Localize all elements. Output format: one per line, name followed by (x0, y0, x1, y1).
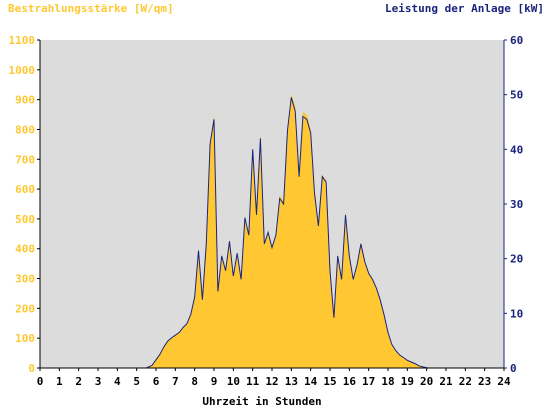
left-tick-label: 100 (15, 332, 35, 345)
x-tick-label: 1 (56, 375, 63, 388)
x-tick-label: 23 (478, 375, 491, 388)
x-tick-label: 4 (114, 375, 121, 388)
x-tick-label: 12 (265, 375, 278, 388)
x-tick-label: 18 (381, 375, 394, 388)
x-tick-label: 2 (75, 375, 82, 388)
x-axis-label: Uhrzeit in Stunden (202, 395, 321, 408)
x-tick-label: 3 (95, 375, 102, 388)
power-line (40, 97, 504, 369)
left-tick-label: 1000 (9, 64, 36, 77)
right-tick-label: 30 (510, 198, 523, 211)
left-tick-label: 500 (15, 213, 35, 226)
left-tick-label: 900 (15, 94, 35, 107)
x-tick-label: 22 (459, 375, 472, 388)
x-tick-label: 17 (362, 375, 375, 388)
right-tick-label: 10 (510, 307, 523, 320)
left-tick-label: 700 (15, 153, 35, 166)
axes-layer: 0100200300400500600700800900100011000102… (9, 34, 524, 388)
left-tick-label: 1100 (9, 34, 36, 47)
right-tick-label: 60 (510, 34, 523, 47)
x-tick-label: 11 (246, 375, 260, 388)
x-tick-label: 8 (191, 375, 198, 388)
x-tick-label: 21 (439, 375, 453, 388)
left-tick-label: 800 (15, 123, 35, 136)
left-axis-title: Bestrahlungsstärke [W/qm] (8, 2, 174, 15)
left-tick-label: 200 (15, 302, 35, 315)
left-tick-label: 0 (28, 362, 35, 375)
x-tick-label: 20 (420, 375, 433, 388)
right-tick-label: 50 (510, 89, 523, 102)
left-tick-label: 300 (15, 273, 35, 286)
right-tick-label: 20 (510, 253, 523, 266)
series-layer (40, 93, 504, 369)
left-tick-label: 600 (15, 183, 35, 196)
x-tick-label: 14 (304, 375, 318, 388)
x-tick-label: 13 (285, 375, 298, 388)
x-tick-label: 7 (172, 375, 179, 388)
x-tick-label: 5 (133, 375, 140, 388)
x-tick-label: 15 (323, 375, 336, 388)
left-tick-label: 400 (15, 243, 35, 256)
x-tick-label: 6 (153, 375, 160, 388)
x-tick-label: 10 (227, 375, 240, 388)
right-tick-label: 40 (510, 143, 523, 156)
x-tick-label: 19 (401, 375, 414, 388)
x-tick-label: 0 (37, 375, 44, 388)
irradiance-area (40, 93, 429, 368)
right-tick-label: 0 (510, 362, 517, 375)
x-tick-label: 16 (343, 375, 357, 388)
x-tick-label: 9 (211, 375, 218, 388)
x-tick-label: 24 (497, 375, 511, 388)
right-axis-title: Leistung der Anlage [kW] (385, 2, 544, 15)
